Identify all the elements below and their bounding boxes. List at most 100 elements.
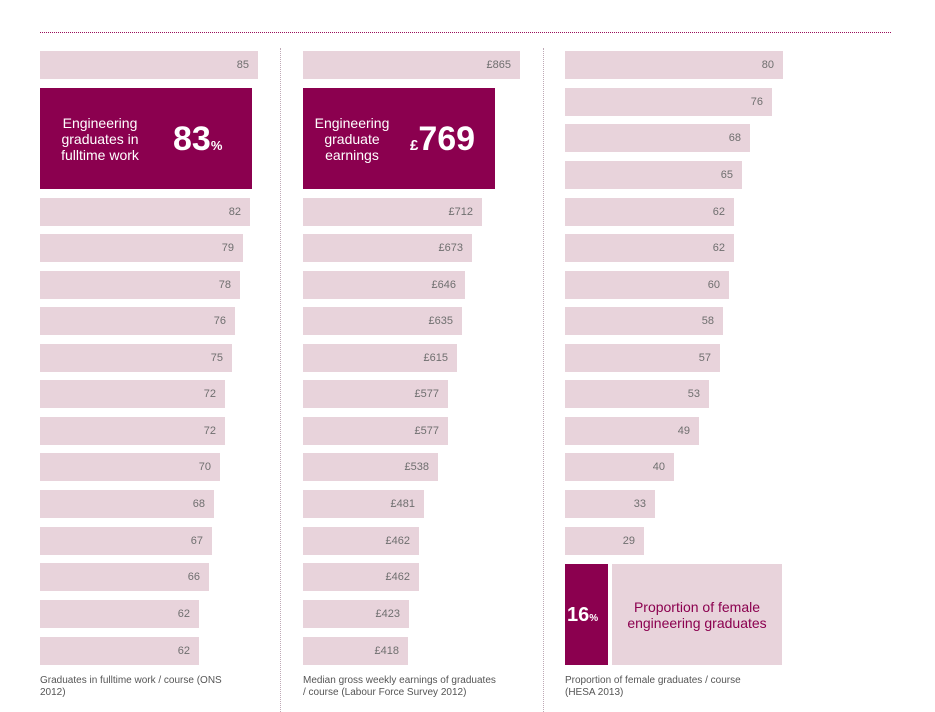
earnings-bar-label: £462 <box>385 535 410 547</box>
highlight-label-line: Engineering <box>62 115 138 131</box>
female-graduates-bar: 53 <box>565 380 709 408</box>
caption-line: (HESA 2013) <box>565 687 624 698</box>
fulltime-work-highlight-label: Engineering graduates in fulltime work <box>48 115 152 163</box>
female-graduates-bar: 49 <box>565 417 699 445</box>
female-graduates-bar: 65 <box>565 161 742 189</box>
fulltime-work-highlight: Engineering graduates in fulltime work 8… <box>40 88 252 189</box>
fulltime-work-bar: 76 <box>40 307 235 335</box>
earnings-bar: £673 <box>303 234 472 262</box>
earnings-bar: £538 <box>303 453 438 481</box>
caption-line: / course (Labour Force Survey 2012) <box>303 687 467 698</box>
fulltime-work-bar-label: 66 <box>187 571 200 583</box>
earnings-bar: £423 <box>303 600 409 628</box>
female-graduates-bar-label: 62 <box>712 242 725 254</box>
female-graduates-bar: 58 <box>565 307 723 335</box>
female-graduates-bar: 40 <box>565 453 674 481</box>
fulltime-work-bar-label: 62 <box>177 645 190 657</box>
earnings-highlight-value: £769 <box>410 119 475 159</box>
fulltime-work-bar: 62 <box>40 600 199 628</box>
female-graduates-highlight-value: 16% <box>567 604 598 627</box>
highlight-label-line: fulltime work <box>61 147 139 163</box>
female-graduates-bar-label: 68 <box>728 132 741 144</box>
fulltime-work-bar: 66 <box>40 563 209 591</box>
fulltime-work-bar-label: 70 <box>198 461 211 473</box>
fulltime-work-bar: 75 <box>40 344 232 372</box>
highlight-label-line: graduates in <box>61 131 139 147</box>
earnings-bar: £712 <box>303 198 482 226</box>
column-separator <box>543 48 544 712</box>
highlight-number: 16 <box>567 604 590 626</box>
female-graduates-bar: 68 <box>565 124 750 152</box>
earnings-bar-label: £418 <box>374 645 399 657</box>
earnings-bar: £865 <box>303 51 520 79</box>
earnings-highlight: Engineering graduate earnings £769 <box>303 88 495 189</box>
earnings-bar: £577 <box>303 417 448 445</box>
earnings-bar-label: £423 <box>375 608 400 620</box>
female-graduates-bar: 57 <box>565 344 720 372</box>
highlight-label-line: Proportion of female <box>633 599 761 615</box>
female-graduates-bar-label: 49 <box>677 425 690 437</box>
highlight-number: 83 <box>173 120 211 158</box>
caption-line: Median gross weekly earnings of graduate… <box>303 675 496 686</box>
earnings-highlight-label: Engineering graduate earnings <box>309 115 395 163</box>
female-graduates-bar-label: 57 <box>698 352 711 364</box>
caption-line: Graduates in fulltime work / course (ONS <box>40 675 222 686</box>
fulltime-work-bar: 72 <box>40 380 225 408</box>
female-graduates-caption: Proportion of female graduates / course … <box>565 675 785 699</box>
earnings-bar-label: £635 <box>428 315 453 327</box>
female-graduates-bar-label: 62 <box>712 206 725 218</box>
fulltime-work-bar: 70 <box>40 453 220 481</box>
highlight-number: 769 <box>418 120 476 158</box>
earnings-bar-label: £615 <box>423 352 448 364</box>
earnings-bar-label: £865 <box>486 59 511 71</box>
earnings-bar-label: £538 <box>404 461 429 473</box>
highlight-currency: £ <box>410 137 419 154</box>
earnings-bar-label: £462 <box>385 571 410 583</box>
earnings-bar: £481 <box>303 490 424 518</box>
earnings-bar: £646 <box>303 271 465 299</box>
fulltime-work-bar-label: 62 <box>177 608 190 620</box>
earnings-bar: £418 <box>303 637 408 665</box>
highlight-label-line: Engineering <box>314 115 390 131</box>
female-graduates-bar-label: 60 <box>707 279 720 291</box>
earnings-bar-label: £646 <box>431 279 456 291</box>
female-graduates-highlight: 16% <box>565 564 608 665</box>
female-graduates-bar-label: 29 <box>622 535 635 547</box>
fulltime-work-bar: 68 <box>40 490 214 518</box>
female-graduates-bar: 62 <box>565 198 734 226</box>
female-graduates-bar-label: 58 <box>701 315 714 327</box>
highlight-label-line: engineering graduates <box>627 615 767 631</box>
fulltime-work-bar-label: 75 <box>210 352 223 364</box>
fulltime-work-bar: 85 <box>40 51 258 79</box>
female-graduates-highlight-label: Proportion of female engineering graduat… <box>612 599 782 631</box>
fulltime-work-bar: 67 <box>40 527 212 555</box>
fulltime-work-bar: 82 <box>40 198 250 226</box>
earnings-bar: £462 <box>303 527 419 555</box>
highlight-label-line: graduate <box>324 131 380 147</box>
earnings-bar-label: £673 <box>438 242 463 254</box>
earnings-caption: Median gross weekly earnings of graduate… <box>303 675 533 699</box>
female-graduates-bar: 60 <box>565 271 729 299</box>
fulltime-work-bar-label: 67 <box>190 535 203 547</box>
female-graduates-bar: 76 <box>565 88 772 116</box>
earnings-bar-label: £577 <box>414 425 439 437</box>
fulltime-work-highlight-value: 83% <box>173 119 222 159</box>
earnings-bar: £462 <box>303 563 419 591</box>
fulltime-work-bar-label: 76 <box>213 315 226 327</box>
caption-line: 2012) <box>40 687 66 698</box>
female-graduates-bar: 80 <box>565 51 783 79</box>
earnings-bar: £577 <box>303 380 448 408</box>
fulltime-work-bar: 72 <box>40 417 225 445</box>
earnings-bar: £635 <box>303 307 462 335</box>
earnings-bar: £615 <box>303 344 457 372</box>
female-graduates-bar-label: 65 <box>720 169 733 181</box>
earnings-bar-label: £712 <box>448 206 473 218</box>
column-separator <box>280 48 281 712</box>
female-graduates-bar: 29 <box>565 527 644 555</box>
fulltime-work-bar-label: 72 <box>203 425 216 437</box>
fulltime-work-bar-label: 78 <box>218 279 231 291</box>
female-graduates-bar-label: 53 <box>687 388 700 400</box>
female-graduates-bar-label: 33 <box>633 498 646 510</box>
fulltime-work-bar-label: 72 <box>203 388 216 400</box>
fulltime-work-bar-label: 85 <box>236 59 249 71</box>
